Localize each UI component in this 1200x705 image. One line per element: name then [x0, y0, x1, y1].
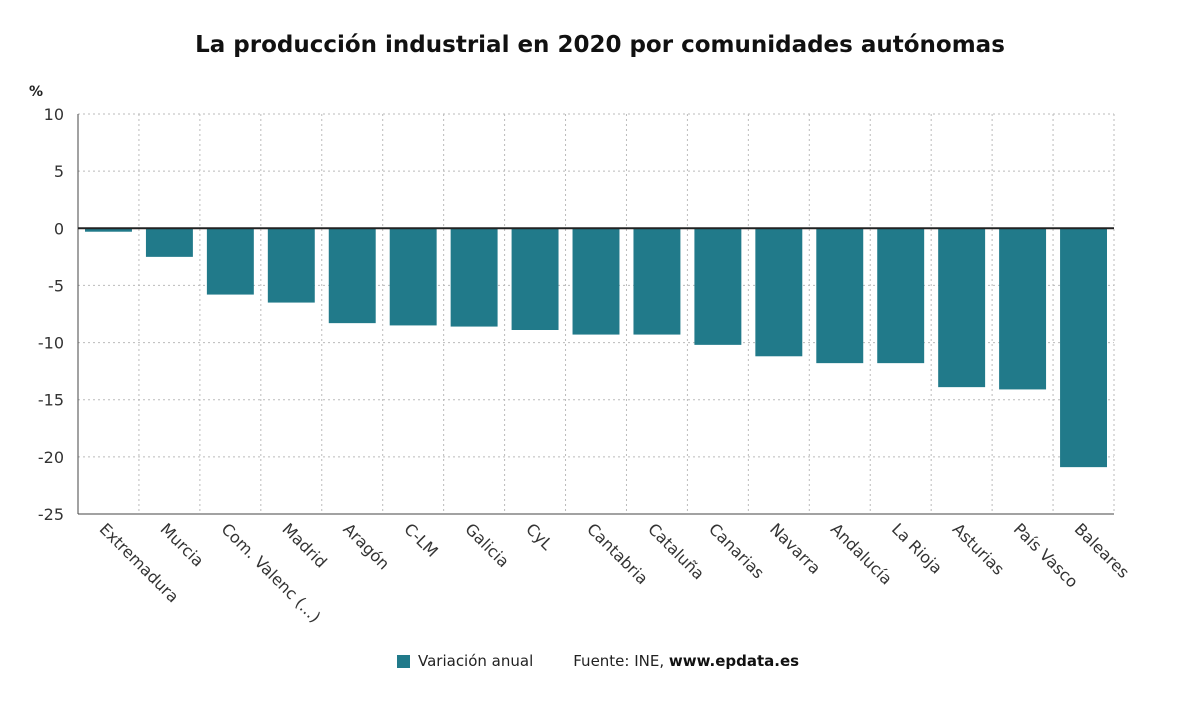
bar-12	[816, 228, 864, 364]
bar-15	[999, 228, 1047, 390]
x-tick-label: Andalucía	[827, 519, 896, 588]
y-tick-label: -20	[38, 448, 64, 467]
x-tick-label: País Vasco	[1010, 519, 1082, 591]
x-tick-label: Cantabria	[583, 519, 652, 588]
x-tick-label: Baleares	[1071, 519, 1133, 581]
bar-13	[877, 228, 925, 364]
x-tick-label: C-LM	[400, 519, 441, 560]
source-note: Fuente: INE, www.epdata.es	[573, 652, 799, 670]
bar-3	[267, 228, 315, 303]
bar-4	[328, 228, 376, 324]
x-tick-label: Asturias	[949, 519, 1008, 578]
y-tick-label: -25	[38, 505, 64, 524]
y-tick-label: 10	[44, 105, 64, 124]
bar-7	[511, 228, 559, 330]
bar-14	[938, 228, 986, 388]
bar-1	[145, 228, 193, 257]
legend: Variación anual Fuente: INE, www.epdata.…	[397, 652, 799, 670]
bar-2	[206, 228, 254, 295]
bar-11	[755, 228, 803, 357]
bar-9	[633, 228, 681, 335]
legend-label: Variación anual	[418, 652, 534, 670]
legend-swatch	[397, 654, 410, 668]
chart-title: La producción industrial en 2020 por com…	[195, 32, 1005, 58]
x-tick-label: Aragón	[339, 519, 393, 573]
x-tick-label: Murcia	[157, 519, 208, 570]
bar-5	[389, 228, 437, 326]
bar-6	[450, 228, 498, 327]
x-tick-label: CyL	[522, 519, 556, 553]
source-site: www.epdata.es	[668, 652, 800, 670]
x-tick-label: Madrid	[278, 519, 330, 571]
x-tick-label: La Rioja	[888, 519, 946, 577]
y-tick-label: -10	[38, 334, 64, 353]
bar-0	[85, 228, 132, 232]
x-tick-label: Galicia	[461, 519, 513, 571]
bar-16	[1060, 228, 1107, 468]
x-tick-label: Cataluña	[644, 519, 708, 583]
source-prefix: Fuente: INE,	[573, 652, 669, 670]
y-axis-label: %	[29, 84, 44, 100]
y-tick-label: 5	[54, 162, 64, 181]
y-tick-label: 0	[54, 219, 64, 238]
y-tick-label: -15	[38, 391, 64, 410]
x-tick-label: Navarra	[766, 519, 825, 578]
bar-10	[694, 228, 742, 345]
bar-8	[572, 228, 620, 335]
y-tick-label: -5	[48, 276, 64, 295]
x-tick-label: Canarias	[705, 519, 768, 582]
